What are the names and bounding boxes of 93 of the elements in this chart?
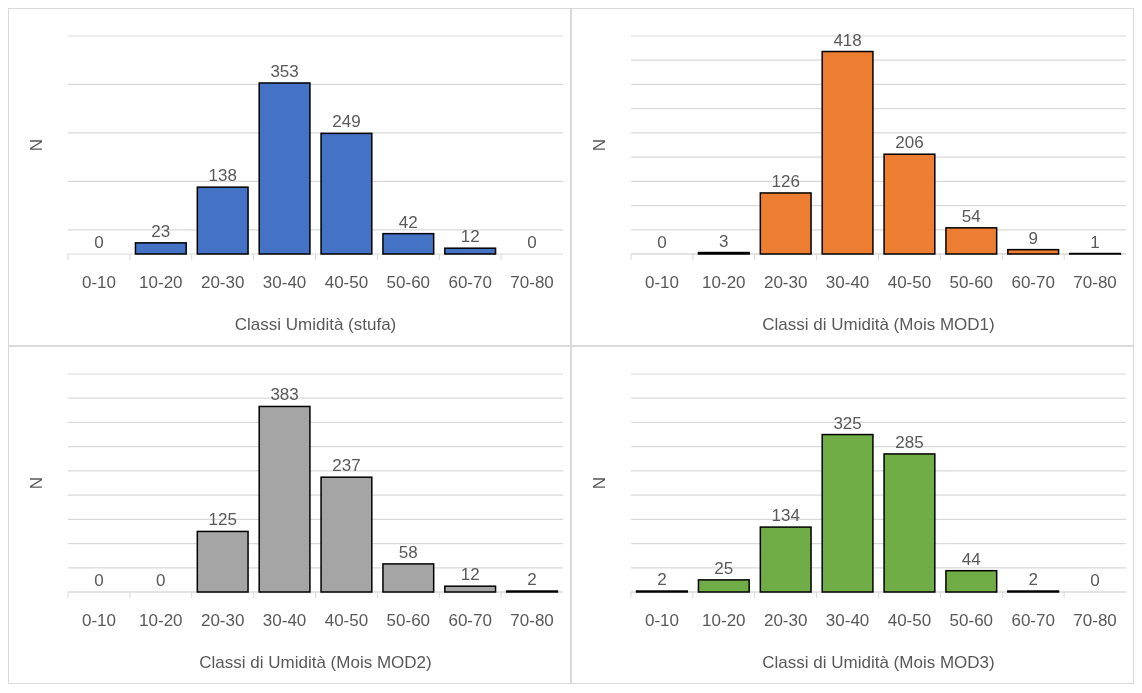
data-label: 25 [714, 558, 734, 578]
data-label: 0 [657, 233, 667, 252]
y-axis-title: N [27, 138, 46, 152]
data-label: 126 [771, 171, 800, 191]
bar [883, 453, 936, 593]
x-axis-title: Classi di Umidità (Mois MOD3) [762, 653, 995, 672]
x-tick-label: 50-60 [386, 273, 431, 292]
x-tick-label: 70-80 [1073, 273, 1117, 292]
data-label: 54 [961, 206, 981, 226]
bar [444, 585, 497, 593]
bar [759, 192, 812, 255]
data-label: 0 [156, 571, 166, 590]
data-label: 383 [270, 385, 299, 405]
x-tick-label: 20-30 [763, 611, 808, 630]
x-tick-label: 10-20 [139, 273, 183, 292]
x-tick-label: 40-50 [887, 611, 932, 630]
x-tick-label: 30-40 [262, 611, 307, 630]
x-tick-label: 20-30 [200, 273, 245, 292]
y-axis-title: N [27, 476, 46, 490]
data-label: 285 [895, 432, 924, 452]
data-label: 0 [94, 571, 104, 590]
data-label: 134 [771, 506, 800, 526]
x-tick-label: 30-40 [825, 611, 870, 630]
x-tick-label: 60-70 [1011, 611, 1055, 630]
bar [1007, 248, 1060, 255]
data-label: 58 [398, 542, 418, 562]
data-label: 23 [151, 221, 171, 241]
x-tick-label: 30-40 [262, 273, 307, 292]
x-tick-label: 40-50 [887, 273, 932, 292]
data-label: 2 [527, 570, 537, 590]
bar [821, 433, 874, 593]
data-label: 138 [208, 166, 237, 186]
x-tick-label: 50-60 [386, 611, 431, 630]
data-label: 325 [833, 413, 862, 433]
bar [444, 247, 497, 255]
data-label: 2 [657, 570, 667, 590]
data-label: 249 [332, 112, 361, 132]
data-label: 12 [460, 565, 480, 585]
data-label: 3 [719, 231, 729, 251]
data-label: 125 [208, 510, 237, 530]
x-tick-label: 0-10 [81, 611, 116, 630]
x-axis-title: Classi Umidità (stufa) [234, 315, 397, 334]
data-label: 12 [460, 227, 480, 247]
data-label: 0 [527, 233, 537, 252]
x-tick-label: 60-70 [448, 273, 492, 292]
x-tick-label: 70-80 [1073, 611, 1117, 630]
bar [945, 569, 998, 593]
data-label: 237 [332, 456, 361, 476]
x-tick-label: 40-50 [324, 273, 369, 292]
bar [320, 132, 373, 255]
bar [697, 579, 750, 593]
data-label: 9 [1028, 228, 1038, 248]
x-tick-label: 50-60 [949, 273, 994, 292]
x-axis-title: Classi di Umidità (Mois MOD1) [762, 315, 995, 334]
bar [196, 186, 249, 255]
x-tick-label: 70-80 [510, 611, 554, 630]
x-tick-label: 30-40 [825, 273, 870, 292]
bar [134, 242, 187, 255]
bar [196, 530, 249, 593]
data-label: 2 [1028, 570, 1038, 590]
bar [821, 50, 874, 255]
bar [320, 476, 373, 593]
bar [382, 563, 435, 593]
bar [945, 227, 998, 255]
data-label: 42 [398, 212, 418, 232]
data-label: 0 [1090, 571, 1100, 590]
x-tick-label: 0-10 [81, 273, 116, 292]
bar [883, 153, 936, 255]
bar [258, 82, 311, 255]
x-tick-label: 0-10 [644, 273, 679, 292]
data-label: 44 [961, 549, 981, 569]
x-tick-label: 0-10 [644, 611, 679, 630]
data-label: 418 [833, 30, 862, 50]
data-label: 353 [270, 61, 299, 81]
x-axis-title: Classi di Umidità (Mois MOD2) [199, 653, 432, 672]
x-tick-label: 20-30 [763, 273, 808, 292]
x-tick-label: 70-80 [510, 273, 554, 292]
y-axis-title: N [590, 476, 609, 490]
x-tick-label: 10-20 [702, 273, 746, 292]
bar [759, 526, 812, 593]
x-tick-label: 10-20 [139, 611, 183, 630]
x-tick-label: 60-70 [1011, 273, 1055, 292]
bar [258, 405, 311, 593]
data-label: 206 [895, 133, 924, 153]
y-axis-title: N [590, 138, 609, 152]
x-tick-label: 50-60 [949, 611, 994, 630]
data-label: 1 [1090, 232, 1100, 252]
x-tick-label: 20-30 [200, 611, 245, 630]
x-tick-label: 10-20 [702, 611, 746, 630]
data-label: 0 [94, 233, 104, 252]
x-tick-label: 40-50 [324, 611, 369, 630]
x-tick-label: 60-70 [448, 611, 492, 630]
bar [382, 232, 435, 255]
